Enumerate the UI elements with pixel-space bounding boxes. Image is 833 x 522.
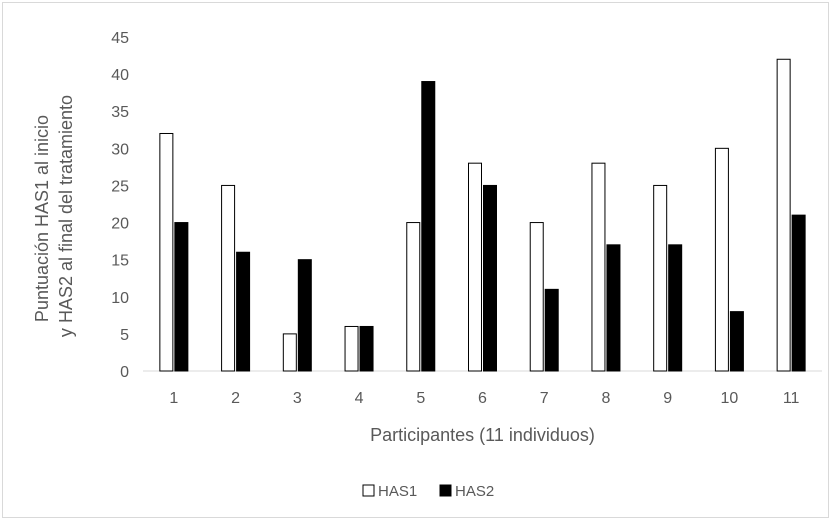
y-tick-label: 35 bbox=[111, 104, 129, 121]
y-tick-label: 0 bbox=[120, 364, 129, 381]
bar-has2-6 bbox=[483, 184, 497, 372]
bar-has2-7 bbox=[544, 288, 559, 372]
y-axis-title-line-2: y HAS2 al final del tratamiento bbox=[56, 95, 76, 337]
y-tick-label: 40 bbox=[111, 67, 129, 84]
x-tick-label: 10 bbox=[721, 390, 739, 407]
bar-has1-10 bbox=[714, 147, 729, 372]
x-tick-label: 9 bbox=[663, 390, 672, 407]
x-tick-label: 2 bbox=[231, 390, 240, 407]
x-tick-label: 1 bbox=[169, 390, 178, 407]
legend-label-has1: HAS1 bbox=[378, 483, 417, 500]
x-tick-label: 11 bbox=[783, 390, 800, 407]
x-tick-label: 5 bbox=[416, 390, 425, 407]
bar-has1-9 bbox=[653, 184, 668, 372]
bar-has1-6 bbox=[468, 162, 482, 372]
legend-swatch-has2 bbox=[439, 484, 452, 497]
bar-has2-2 bbox=[236, 251, 251, 372]
legend-label-has2: HAS2 bbox=[455, 483, 494, 500]
bar-has2-3 bbox=[297, 259, 312, 372]
bar-has2-8 bbox=[606, 244, 621, 372]
bar-has2-11 bbox=[791, 214, 806, 372]
x-axis-ticks: 1 2 3 4 5 6 7 8 9 10 11 bbox=[169, 390, 799, 407]
bar-has1-5 bbox=[406, 222, 421, 372]
y-tick-label: 30 bbox=[111, 141, 129, 158]
bar-has1-1 bbox=[159, 132, 174, 372]
bar-has1-3 bbox=[282, 333, 297, 372]
y-axis-ticks: 0 5 10 15 20 25 30 35 40 45 bbox=[111, 30, 129, 381]
bar-has1-2 bbox=[221, 184, 236, 372]
bar-has1-4 bbox=[344, 325, 359, 372]
y-tick-label: 45 bbox=[111, 30, 129, 47]
y-tick-label: 25 bbox=[111, 178, 129, 195]
bar-has2-10 bbox=[729, 311, 744, 372]
x-tick-label: 6 bbox=[478, 390, 487, 407]
x-tick-label: 8 bbox=[602, 390, 611, 407]
bar-has1-7 bbox=[529, 222, 544, 372]
y-tick-label: 20 bbox=[111, 216, 129, 233]
y-tick-label: 15 bbox=[111, 253, 129, 270]
y-tick-label: 5 bbox=[120, 327, 129, 344]
bar-has2-9 bbox=[668, 244, 683, 372]
bar-has2-5 bbox=[421, 81, 436, 372]
y-axis-title-line-1: Puntuación HAS1 al inicio bbox=[32, 115, 52, 322]
x-tick-label: 3 bbox=[293, 390, 302, 407]
legend: HAS1 HAS2 bbox=[362, 483, 494, 500]
legend-swatch-has1 bbox=[362, 484, 375, 497]
bar-has1-8 bbox=[591, 162, 606, 372]
x-axis-title: Participantes (11 individuos) bbox=[370, 425, 595, 445]
bar-has2-1 bbox=[174, 222, 189, 372]
bars bbox=[159, 58, 806, 372]
x-tick-label: 4 bbox=[355, 390, 364, 407]
bar-has1-11 bbox=[776, 58, 791, 372]
y-tick-label: 10 bbox=[111, 290, 129, 307]
bar-has2-4 bbox=[359, 325, 374, 372]
x-tick-label: 7 bbox=[540, 390, 549, 407]
y-axis-title: Puntuación HAS1 al inicio y HAS2 al fina… bbox=[32, 95, 76, 337]
